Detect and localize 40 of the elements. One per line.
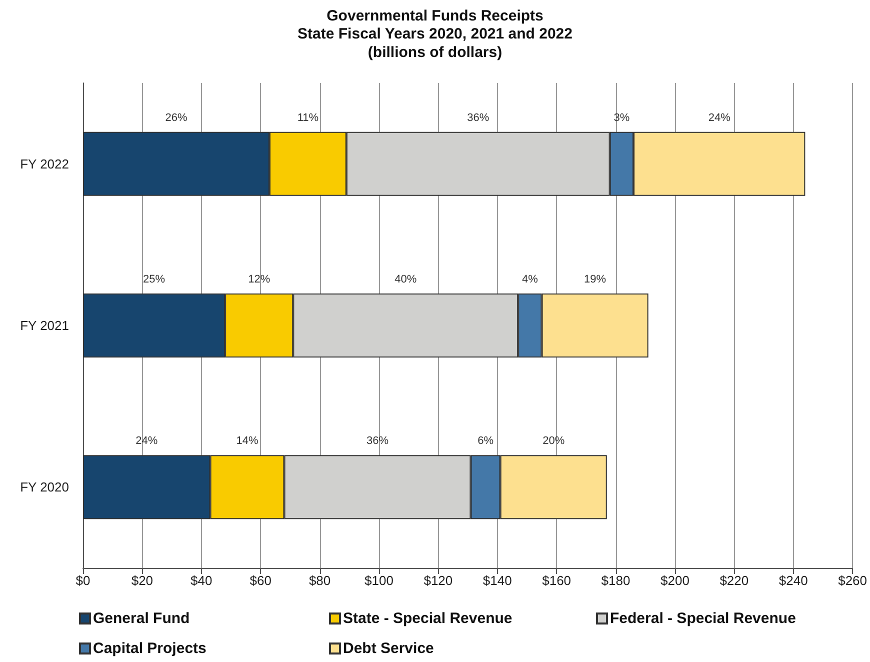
x-tick-label: $200: [660, 573, 690, 588]
x-tick-label: $20: [131, 573, 154, 588]
annotation: 26%: [165, 112, 188, 124]
annotation: 4%: [522, 274, 538, 286]
x-tick-label: $240: [778, 573, 808, 588]
annotation: 40%: [394, 274, 417, 286]
x-tick-label: $160: [542, 573, 572, 588]
annotation: 11%: [297, 112, 319, 124]
annotation: 19%: [584, 274, 606, 286]
x-tick-label: $260: [838, 573, 867, 588]
annotation: 14%: [236, 435, 258, 448]
annotation: 36%: [366, 435, 389, 448]
legend-label: Capital Projects: [93, 640, 206, 657]
y-tick-label: FY 2022: [20, 156, 69, 172]
x-tick-label: $220: [720, 573, 749, 588]
legend-label: General Fund: [93, 610, 190, 627]
x-tick-label: $100: [364, 573, 394, 588]
x-tick-label: $40: [190, 573, 212, 588]
annotation: 12%: [248, 274, 270, 286]
annotation: 20%: [542, 435, 565, 448]
legend-label: Federal - Special Revenue: [610, 610, 796, 627]
x-tick-label: $140: [482, 573, 512, 588]
legend-label: Debt Service: [343, 640, 434, 657]
chart-subtitle: State Fiscal Years 2020, 2021 and 2022: [298, 26, 572, 42]
x-tick-label: $0: [76, 573, 90, 588]
chart-title: Governmental Funds Receipts: [326, 8, 544, 24]
annotation: 36%: [467, 112, 490, 124]
annotation: 3%: [614, 112, 630, 124]
y-tick-label: FY 2021: [20, 318, 69, 333]
text: (billions of dollars): [368, 44, 502, 61]
annotation: 24%: [708, 112, 731, 124]
x-tick-label: $60: [250, 573, 272, 588]
annotation: 25%: [143, 274, 166, 286]
y-tick-label: FY 2020: [20, 480, 69, 495]
x-tick-label: $180: [601, 573, 630, 588]
annotation: 24%: [136, 435, 158, 448]
x-tick-label: $120: [424, 573, 453, 588]
annotation: 6%: [478, 435, 494, 448]
x-tick-label: $80: [308, 573, 331, 588]
legend-label: State - Special Revenue: [343, 610, 512, 627]
